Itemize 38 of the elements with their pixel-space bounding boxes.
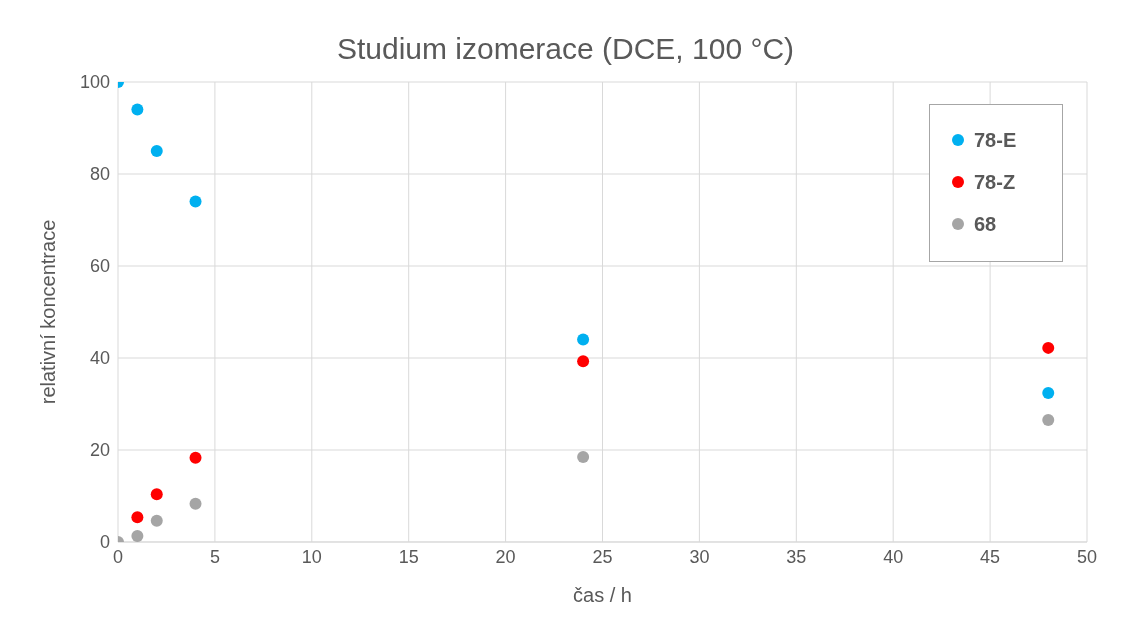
point bbox=[577, 450, 590, 463]
point bbox=[189, 195, 202, 208]
point bbox=[1042, 341, 1055, 354]
point bbox=[577, 333, 590, 346]
point bbox=[577, 355, 590, 368]
legend-label: 78-Z bbox=[974, 170, 1016, 195]
point bbox=[1042, 414, 1055, 427]
x-tick-label: 40 bbox=[883, 546, 904, 567]
point bbox=[189, 451, 202, 464]
point bbox=[189, 497, 202, 510]
point bbox=[1042, 386, 1055, 399]
x-tick-label: 0 bbox=[112, 546, 124, 567]
point bbox=[131, 103, 144, 116]
point bbox=[131, 530, 144, 542]
y-tick-label: 20 bbox=[89, 440, 110, 461]
y-tick-label: 60 bbox=[89, 256, 110, 277]
x-tick-label: 45 bbox=[980, 546, 1001, 567]
chart-title: Studium izomerace (DCE, 100 °C) bbox=[335, 32, 796, 66]
x-tick-label: 25 bbox=[592, 546, 613, 567]
y-tick-label: 100 bbox=[79, 72, 110, 93]
x-tick-label: 15 bbox=[398, 546, 419, 567]
y-tick-label: 0 bbox=[99, 532, 110, 553]
x-tick-label: 20 bbox=[495, 546, 516, 567]
point bbox=[150, 488, 163, 501]
x-tick-label: 5 bbox=[209, 546, 220, 567]
x-tick-label: 10 bbox=[301, 546, 322, 567]
point bbox=[150, 145, 163, 157]
legend-label: 78-E bbox=[974, 128, 1017, 153]
legend-label: 68 bbox=[974, 212, 997, 237]
x-tick-label: 35 bbox=[786, 546, 807, 567]
y-tick-label: 40 bbox=[89, 348, 110, 369]
y-axis-title: relativní koncentrace bbox=[37, 219, 60, 405]
x-tick-label: 30 bbox=[689, 546, 710, 567]
point bbox=[150, 514, 163, 527]
point bbox=[131, 511, 144, 524]
x-tick-label: 50 bbox=[1076, 546, 1098, 567]
y-tick-label: 80 bbox=[89, 164, 110, 185]
x-axis-title: čas / h bbox=[573, 584, 632, 606]
